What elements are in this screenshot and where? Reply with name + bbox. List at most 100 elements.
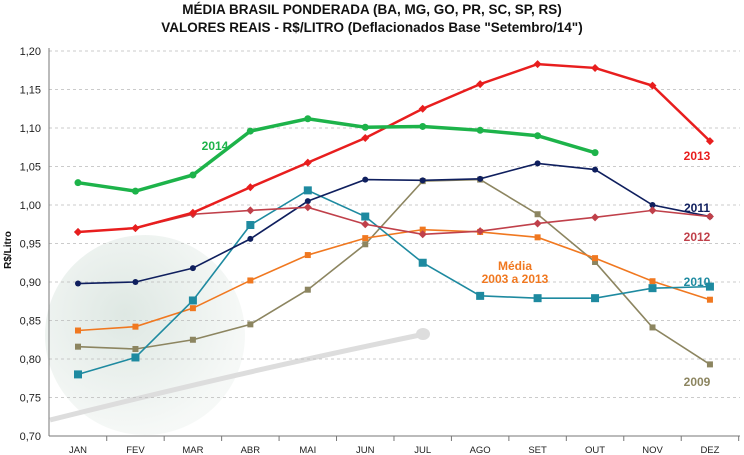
data-point <box>418 104 427 113</box>
data-point <box>74 179 82 187</box>
y-tick-label: 0,95 <box>20 239 41 251</box>
data-point <box>476 126 484 134</box>
data-point <box>362 176 369 183</box>
data-point <box>189 305 196 312</box>
data-point <box>592 166 599 173</box>
data-point <box>304 286 311 293</box>
x-tick-label: OUT <box>585 445 605 455</box>
data-point <box>75 343 81 350</box>
series-line-2014 <box>77 116 596 193</box>
y-tick-label: 1,00 <box>20 200 41 212</box>
series-label: 2014 <box>202 139 229 153</box>
data-point <box>361 134 370 143</box>
data-point <box>247 277 254 284</box>
data-point <box>706 296 713 303</box>
series-label: 2013 <box>684 149 711 163</box>
data-point <box>591 63 600 72</box>
series-label-line2: 2003 a 2013 <box>482 272 549 286</box>
data-point <box>304 252 311 259</box>
data-point <box>534 234 541 241</box>
background-swoosh-decoration <box>49 332 421 423</box>
data-point <box>476 291 485 300</box>
x-tick-label: SET <box>528 445 547 455</box>
data-point <box>362 241 369 248</box>
data-point <box>304 115 312 123</box>
data-point <box>246 127 254 135</box>
data-point <box>476 80 485 89</box>
data-point <box>361 220 370 229</box>
x-tick-label: ABR <box>241 445 261 455</box>
data-point <box>131 224 140 233</box>
data-point <box>705 212 714 221</box>
data-point <box>418 258 427 267</box>
data-point <box>247 321 254 328</box>
data-point <box>74 370 82 379</box>
data-point <box>649 202 656 208</box>
data-point <box>304 198 311 205</box>
data-point <box>188 208 197 217</box>
series-line-2011 <box>77 162 711 285</box>
y-axis-label: R$/Litro <box>3 231 14 269</box>
data-point <box>533 219 542 228</box>
data-point <box>534 132 542 140</box>
data-point <box>361 123 369 131</box>
data-point <box>648 284 657 293</box>
data-point <box>246 183 255 192</box>
data-point <box>419 177 426 184</box>
data-point <box>74 227 82 236</box>
data-point <box>188 296 197 305</box>
x-tick-label: NOV <box>642 445 663 455</box>
series-label: 2009 <box>684 375 711 389</box>
y-tick-label: 0,70 <box>20 431 41 443</box>
series-label: Média <box>498 259 532 273</box>
data-point <box>533 60 542 69</box>
x-tick-label: MAR <box>182 445 203 455</box>
series-line-2010 <box>77 189 710 376</box>
data-point <box>649 324 656 331</box>
series-line-2009 <box>77 178 711 366</box>
data-point <box>361 212 370 221</box>
data-point <box>592 255 599 262</box>
y-tick-label: 1,10 <box>20 123 41 135</box>
data-point <box>246 221 255 230</box>
series-label: 2010 <box>684 275 711 289</box>
data-point <box>132 345 139 352</box>
series-line-2012 <box>77 206 711 236</box>
data-point <box>303 186 312 195</box>
data-point <box>534 211 541 218</box>
x-tick-label: AGO <box>470 445 491 455</box>
data-point <box>246 206 255 215</box>
y-tick-label: 0,75 <box>20 393 41 405</box>
data-point <box>247 235 254 242</box>
y-tick-label: 1,05 <box>20 162 41 174</box>
data-point <box>189 171 197 179</box>
data-point <box>131 187 139 195</box>
data-point <box>706 361 713 368</box>
data-point <box>419 226 426 233</box>
data-point <box>131 353 140 362</box>
background-globe-decoration <box>45 235 245 435</box>
data-point <box>189 265 196 272</box>
data-point <box>418 230 427 239</box>
chart-title: MÉDIA BRASIL PONDERADA (BA, MG, GO, PR, … <box>182 2 562 17</box>
data-point <box>591 213 600 222</box>
x-tick-label: DEZ <box>700 445 719 455</box>
data-point <box>303 158 312 167</box>
data-point <box>705 137 714 146</box>
series-label: 2011 <box>684 201 710 215</box>
series-label: 2012 <box>684 230 711 244</box>
y-tick-label: 1,20 <box>20 46 41 58</box>
data-point <box>648 81 657 90</box>
data-point <box>591 149 599 157</box>
data-point <box>534 160 541 167</box>
data-point <box>303 203 312 212</box>
y-tick-label: 0,80 <box>20 354 41 366</box>
data-point <box>705 282 714 291</box>
data-point <box>592 258 599 265</box>
data-point <box>533 294 542 303</box>
data-point <box>419 122 427 130</box>
x-tick-label: MAI <box>299 445 316 455</box>
data-point <box>648 206 657 215</box>
data-point <box>477 175 484 182</box>
